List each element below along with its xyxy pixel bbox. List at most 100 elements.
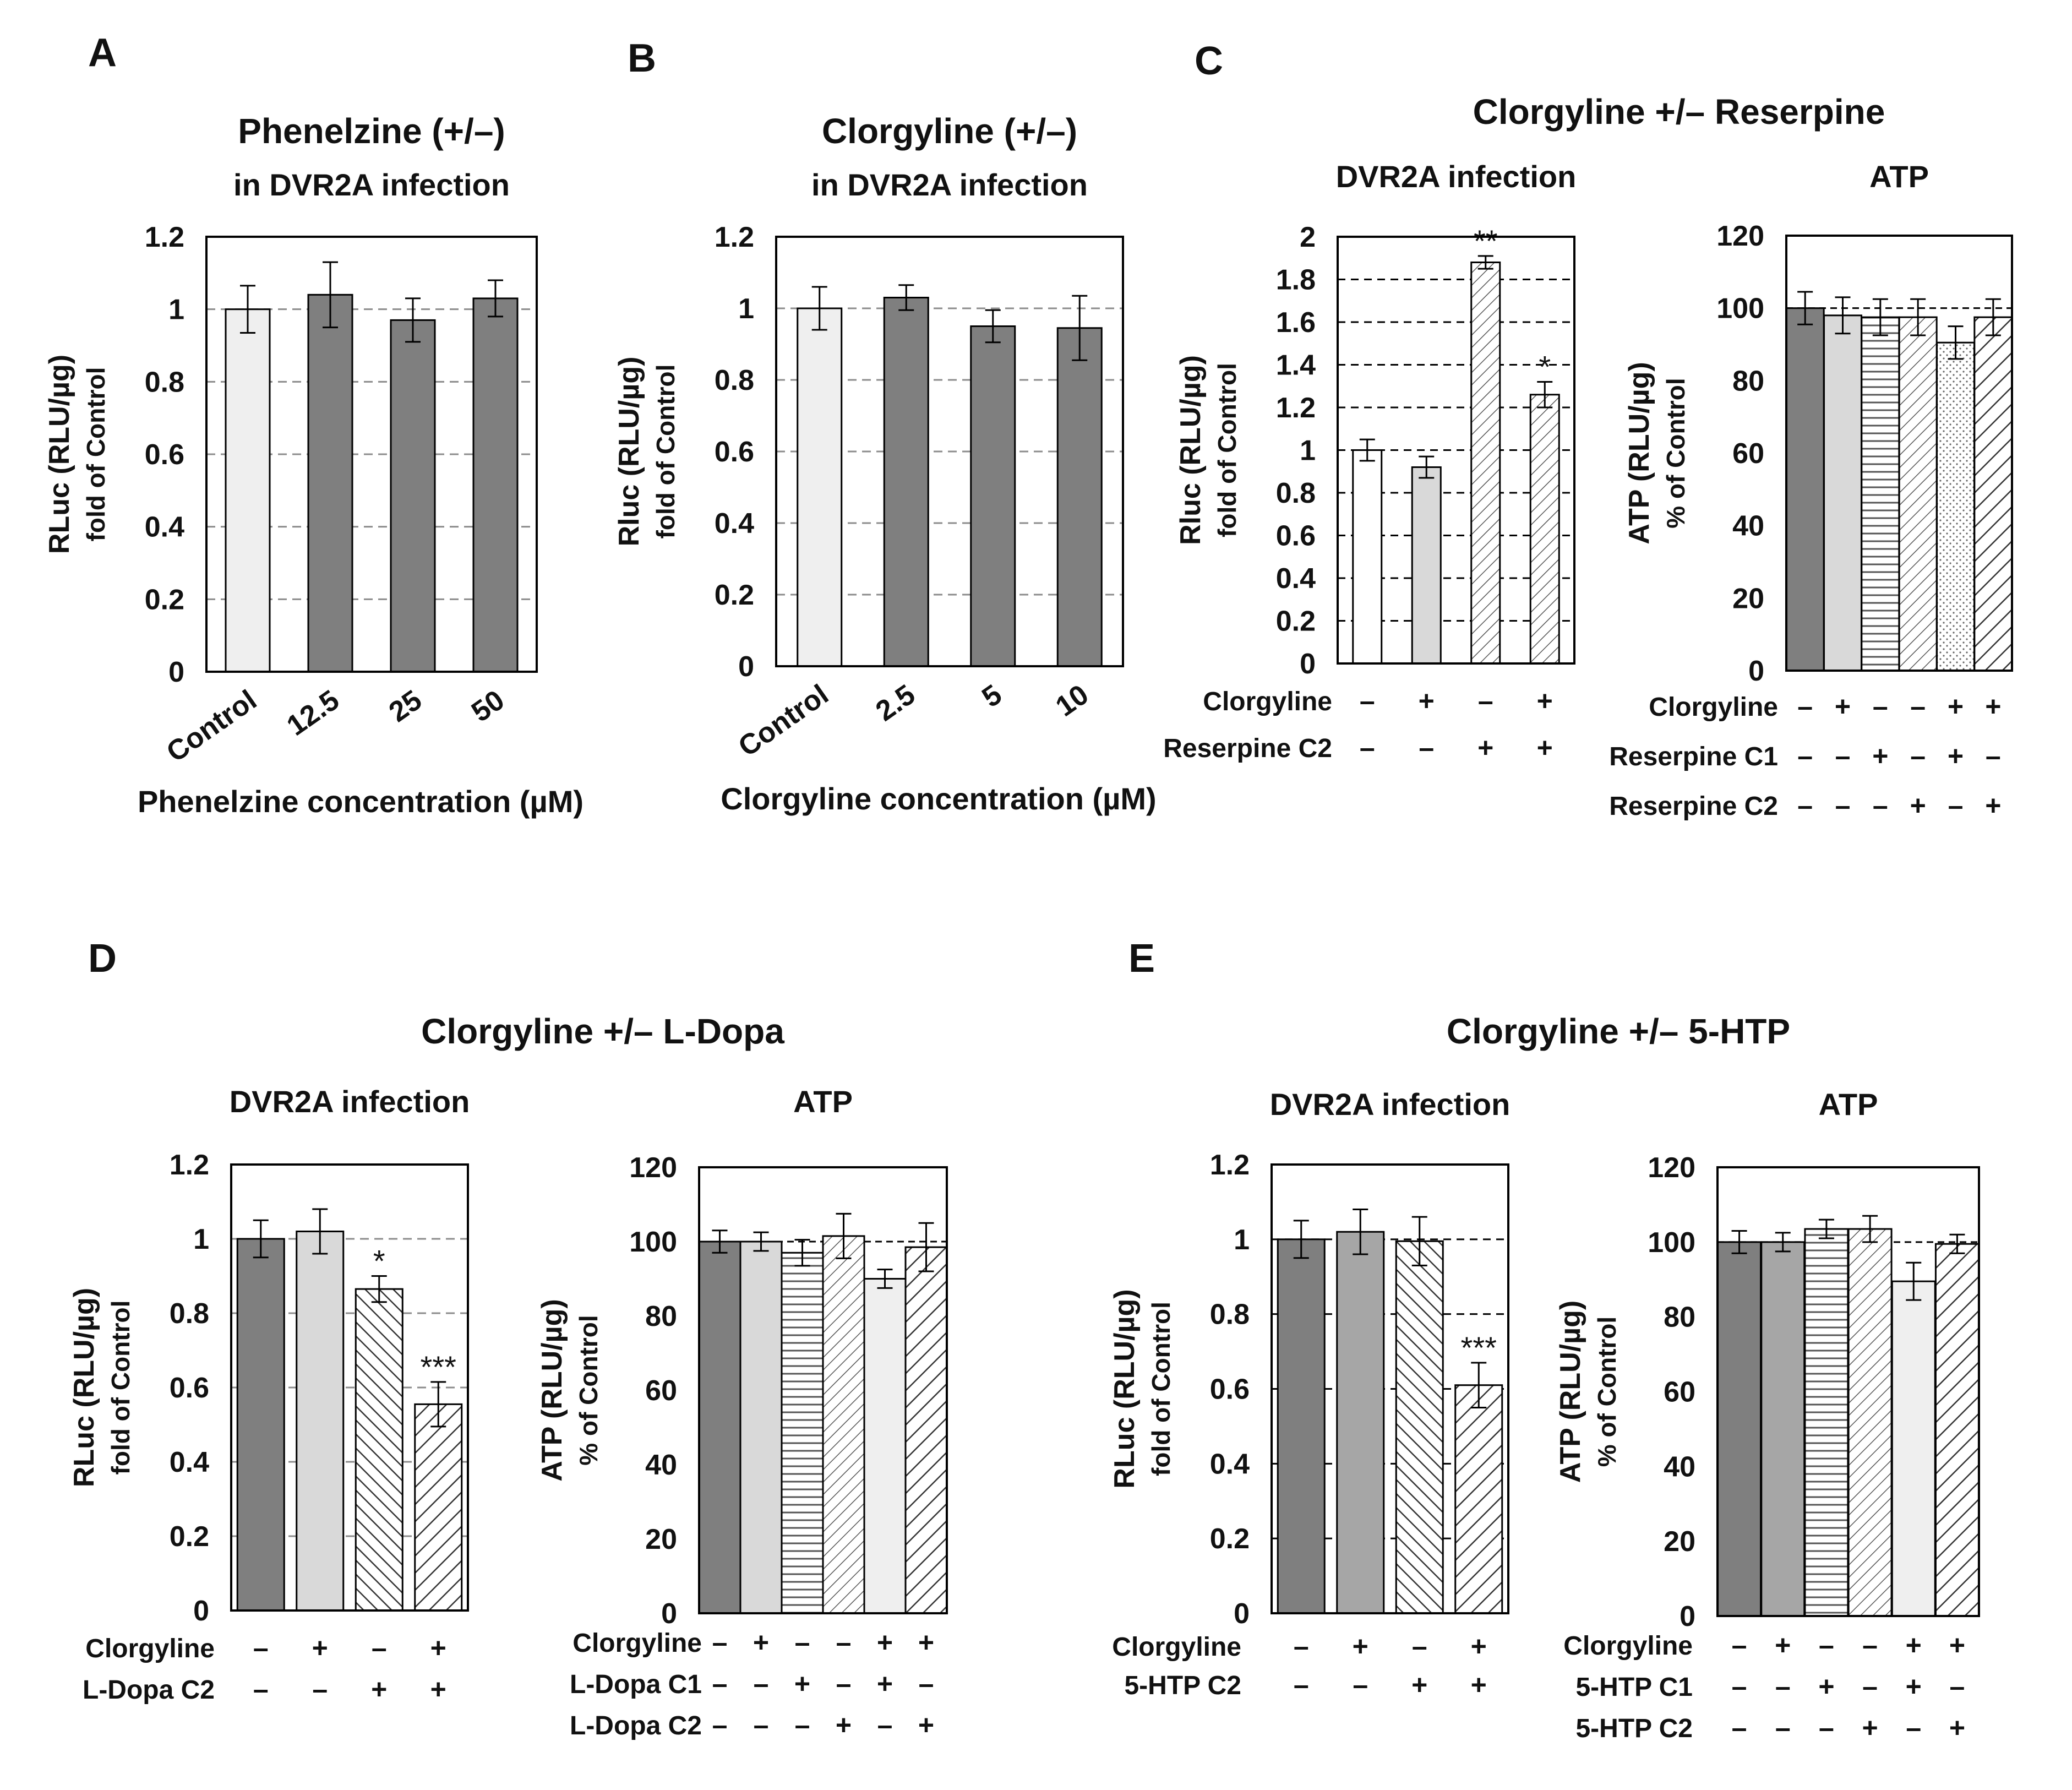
- condition-sign-e2: –: [1862, 1671, 1878, 1702]
- bar-e1-2: [1336, 1231, 1385, 1614]
- condition-sign-e2: +: [1949, 1712, 1965, 1743]
- bar-d2-4: [822, 1235, 865, 1614]
- condition-sign-d2: –: [712, 1668, 728, 1699]
- condition-sign-e2: +: [1818, 1671, 1834, 1702]
- ytick-label-c2: 20: [1732, 583, 1764, 614]
- condition-sign-d2: +: [877, 1627, 893, 1658]
- condition-sign-e1: –: [1353, 1669, 1368, 1700]
- ytick-label-e1: 0.2: [1210, 1523, 1250, 1555]
- condition-sign-c2: –: [1948, 790, 1964, 821]
- condition-sign-e2: –: [1862, 1630, 1878, 1661]
- y-axis-sublabel-c1: fold of Control: [1213, 363, 1241, 537]
- condition-sign-d2: –: [836, 1668, 852, 1699]
- condition-sign-d2: –: [754, 1710, 769, 1740]
- bar-b-3: [970, 325, 1016, 667]
- condition-label-e2: 5-HTP C2: [1575, 1714, 1693, 1743]
- condition-sign-d2: –: [795, 1627, 810, 1658]
- y-axis-sublabel-d1: fold of Control: [106, 1301, 135, 1475]
- ytick-label-b: 0.4: [715, 508, 754, 540]
- ytick-label-a: 1.2: [145, 221, 184, 253]
- y-axis-sublabel-e1: fold of Control: [1147, 1302, 1175, 1476]
- ytick-label-e2: 40: [1664, 1451, 1695, 1483]
- chart-title-d1: DVR2A infection: [230, 1084, 470, 1119]
- ytick-label-d1: 0.4: [170, 1446, 209, 1478]
- charts-layer: 0 0.2 0.4 0.6 0.8 1 1.2 Phenelzine (+/–) in DVR2…: [43, 111, 2013, 1743]
- condition-sign-e2: +: [1775, 1630, 1791, 1661]
- condition-sign-c2: –: [1986, 741, 2001, 771]
- ytick-label-a: 0.2: [145, 584, 184, 616]
- ytick-label-e2: 100: [1648, 1227, 1695, 1259]
- ytick-label-e1: 0: [1234, 1598, 1250, 1630]
- condition-label-d1: Clorgyline: [85, 1634, 215, 1663]
- condition-sign-d2: –: [712, 1627, 728, 1658]
- chart-title-a: Phenelzine (+/–): [238, 111, 505, 151]
- condition-sign-d2: –: [877, 1710, 893, 1740]
- plot-frame-c2: [1785, 235, 2013, 672]
- significance-d1-3: *: [373, 1244, 385, 1278]
- condition-sign-d1: +: [371, 1674, 387, 1705]
- ytick-label-c2: 100: [1716, 293, 1764, 325]
- condition-sign-c2: +: [1985, 790, 2001, 821]
- ytick-label-c2: 60: [1732, 438, 1764, 470]
- y-axis-label-c2: ATP (RLU/µg): [1623, 362, 1655, 544]
- ytick-label-a: 0.6: [145, 439, 184, 471]
- ytick-label-c1: 1.6: [1276, 307, 1316, 339]
- condition-sign-c2: –: [1910, 691, 1926, 722]
- significance-c1-4: *: [1539, 350, 1551, 384]
- x-axis-label-a: Phenelzine concentration (µM): [138, 784, 584, 819]
- ytick-label-c2: 0: [1748, 655, 1764, 687]
- significance-d1-4: ***: [421, 1350, 456, 1384]
- condition-sign-c2: –: [1873, 691, 1888, 722]
- condition-sign-c1: +: [1537, 732, 1553, 763]
- condition-label-e2: 5-HTP C1: [1575, 1673, 1693, 1702]
- condition-label-e2: Clorgyline: [1563, 1631, 1693, 1661]
- bar-d2-1: [698, 1241, 741, 1614]
- bar-c2-1: [1785, 307, 1825, 672]
- ytick-label-c2: 80: [1732, 365, 1764, 397]
- y-axis-label-d2: ATP (RLU/µg): [536, 1299, 568, 1481]
- ytick-label-a: 0.4: [145, 512, 184, 543]
- panel-letter-a: A: [88, 31, 117, 75]
- condition-sign-d1: –: [372, 1633, 387, 1663]
- ytick-label-e2: 0: [1680, 1601, 1695, 1633]
- bar-c2-5: [1936, 341, 1975, 672]
- ytick-label-c2: 40: [1732, 510, 1764, 542]
- ytick-label-d2: 100: [629, 1226, 677, 1258]
- bar-e2-4: [1847, 1228, 1893, 1617]
- ytick-label-c1: 0.2: [1276, 606, 1316, 638]
- bar-c2-6: [1973, 316, 2013, 672]
- ytick-label-e1: 1.2: [1210, 1149, 1250, 1181]
- y-axis-label-e2: ATP (RLU/µg): [1555, 1301, 1586, 1483]
- condition-sign-e2: –: [1732, 1671, 1747, 1702]
- condition-sign-e2: +: [1949, 1630, 1965, 1661]
- condition-sign-d1: +: [430, 1633, 446, 1663]
- condition-sign-e1: –: [1412, 1631, 1427, 1662]
- condition-label-c1: Reserpine C2: [1163, 734, 1332, 763]
- condition-label-d2: Clorgyline: [572, 1629, 702, 1658]
- condition-sign-c2: –: [1797, 691, 1813, 722]
- condition-sign-c2: +: [1872, 741, 1888, 771]
- bar-a-4: [472, 297, 519, 673]
- bar-c1-4: [1529, 394, 1560, 665]
- chart-title-c2: ATP: [1869, 159, 1929, 194]
- bar-a-3: [390, 319, 436, 673]
- bar-e2-3: [1804, 1228, 1849, 1617]
- bar-d2-5: [863, 1278, 907, 1614]
- plot-frame-b: [775, 236, 1124, 667]
- bar-d1-4: [414, 1403, 463, 1612]
- ytick-label-d1: 0.8: [170, 1298, 209, 1330]
- ytick-label-d2: 0: [661, 1598, 677, 1630]
- condition-sign-d2: –: [919, 1668, 934, 1699]
- condition-label-d2: L-Dopa C2: [570, 1711, 702, 1740]
- x-tick-label-b-2: 2.5: [870, 678, 921, 727]
- plot-frame-a: [205, 236, 538, 673]
- condition-sign-d2: –: [754, 1668, 769, 1699]
- condition-sign-e2: +: [1862, 1712, 1878, 1743]
- bar-b-1: [797, 307, 843, 667]
- ytick-label-d2: 80: [645, 1301, 677, 1332]
- condition-sign-c2: –: [1797, 790, 1813, 821]
- bar-e1-3: [1395, 1240, 1444, 1614]
- bar-c2-2: [1823, 314, 1862, 672]
- condition-sign-d2: –: [836, 1627, 852, 1658]
- bar-e2-1: [1717, 1241, 1762, 1617]
